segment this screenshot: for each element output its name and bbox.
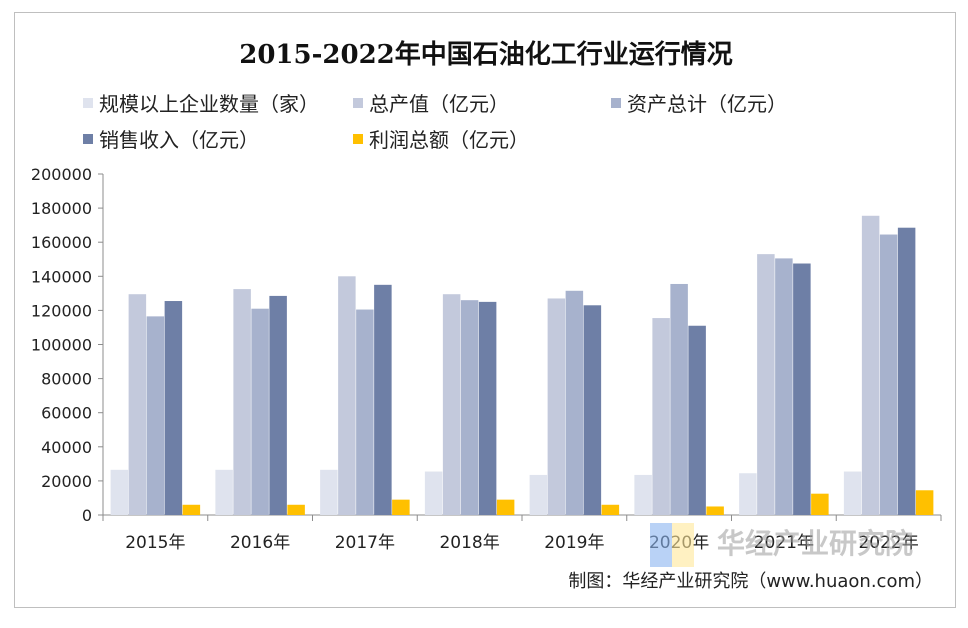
legend-label: 利润总额（亿元） bbox=[369, 128, 529, 152]
bar-4-2022年 bbox=[897, 227, 916, 515]
watermark-text: 华经产业研究院 bbox=[717, 527, 913, 560]
y-tick-label: 20000 bbox=[41, 472, 92, 491]
legend: 规模以上企业数量（家） 总产值（亿元） 资产总计（亿元） 销售收入（亿元） 利润总额（亿… bbox=[83, 92, 787, 152]
bar-1-2022年 bbox=[843, 471, 862, 515]
bar-3-2019年 bbox=[565, 290, 584, 515]
y-tick-label: 80000 bbox=[41, 370, 92, 389]
x-tick-label: 2016年 bbox=[230, 533, 290, 553]
bar-2-2015年 bbox=[128, 294, 147, 515]
bar-1-2016年 bbox=[215, 469, 233, 515]
legend-label: 资产总计（亿元） bbox=[627, 92, 787, 116]
x-tick-label: 2018年 bbox=[439, 533, 499, 553]
bar-2-2022年 bbox=[861, 215, 880, 515]
bar-1-2021年 bbox=[739, 473, 757, 515]
y-tick-label: 120000 bbox=[31, 301, 92, 320]
bar-5-2018年 bbox=[496, 499, 515, 515]
legend-label: 销售收入（亿元） bbox=[99, 128, 259, 152]
legend-swatch bbox=[83, 134, 93, 144]
watermark-logo-yellow bbox=[672, 523, 694, 567]
bar-2-2017年 bbox=[338, 276, 356, 515]
chart-title: 2015-2022年中国石油化工行业运行情况 bbox=[239, 39, 733, 70]
credit-text: 制图：华经产业研究院（www.huaon.com） bbox=[568, 571, 933, 592]
bar-5-2021年 bbox=[811, 493, 829, 515]
watermark-logo-blue bbox=[650, 523, 672, 567]
y-tick-label: 140000 bbox=[31, 267, 92, 286]
y-tick-label: 40000 bbox=[41, 438, 92, 457]
bar-5-2016年 bbox=[287, 504, 305, 515]
bar-5-2019年 bbox=[601, 504, 620, 515]
y-tick-label: 0 bbox=[82, 506, 92, 525]
bar-3-2022年 bbox=[879, 234, 898, 515]
x-tick-label: 2015年 bbox=[125, 533, 185, 553]
bar-2-2018年 bbox=[442, 294, 461, 515]
chart-frame: 2015-2022年中国石油化工行业运行情况 规模以上企业数量（家） 总产值（亿元… bbox=[14, 12, 956, 608]
bar-3-2018年 bbox=[460, 300, 479, 515]
bar-5-2022年 bbox=[915, 490, 934, 515]
legend-swatch bbox=[353, 134, 363, 144]
y-tick-label: 180000 bbox=[31, 199, 92, 218]
bar-4-2017年 bbox=[374, 284, 392, 515]
bar-1-2017年 bbox=[320, 469, 338, 515]
bar-4-2021年 bbox=[793, 263, 811, 515]
bar-5-2015年 bbox=[182, 504, 201, 515]
bar-3-2020年 bbox=[670, 283, 688, 515]
bars bbox=[110, 215, 934, 515]
bar-3-2021年 bbox=[775, 258, 793, 515]
x-tick-label: 2021年 bbox=[754, 533, 814, 553]
bar-3-2016年 bbox=[251, 308, 269, 515]
bar-4-2018年 bbox=[478, 301, 497, 515]
y-axis: 0 20000 40000 60000 80000 100000 120000 140000 1… bbox=[31, 165, 104, 525]
x-tick-label: 2017年 bbox=[335, 533, 395, 553]
x-tick-label: 2022年 bbox=[858, 533, 918, 553]
bar-4-2016年 bbox=[269, 295, 287, 515]
bar-5-2017年 bbox=[392, 499, 410, 515]
bar-2-2020年 bbox=[652, 318, 670, 515]
y-tick-label: 100000 bbox=[31, 336, 92, 355]
legend-label: 总产值（亿元） bbox=[369, 92, 509, 116]
legend-swatch bbox=[83, 98, 93, 108]
bar-1-2019年 bbox=[529, 474, 548, 515]
bar-2-2016年 bbox=[233, 289, 251, 515]
bar-1-2018年 bbox=[424, 471, 443, 515]
y-tick-label: 200000 bbox=[31, 165, 92, 184]
legend-swatch bbox=[353, 98, 363, 108]
bar-3-2017年 bbox=[356, 309, 374, 515]
bar-2-2019年 bbox=[547, 298, 566, 515]
y-tick-label: 160000 bbox=[31, 233, 92, 252]
x-tick-label: 2019年 bbox=[544, 533, 604, 553]
bar-1-2020年 bbox=[634, 474, 652, 515]
legend-label: 规模以上企业数量（家） bbox=[99, 92, 319, 116]
bar-4-2015年 bbox=[164, 301, 183, 515]
bar-4-2020年 bbox=[688, 325, 706, 515]
bar-4-2019年 bbox=[583, 305, 602, 515]
bar-3-2015年 bbox=[146, 316, 165, 515]
bar-1-2015年 bbox=[110, 469, 129, 515]
chart-svg: 2015-2022年中国石油化工行业运行情况 规模以上企业数量（家） 总产值（亿元… bbox=[31, 39, 942, 592]
bar-5-2020年 bbox=[706, 506, 724, 515]
legend-swatch bbox=[611, 98, 621, 108]
y-tick-label: 60000 bbox=[41, 404, 92, 423]
watermark-logo bbox=[650, 523, 694, 567]
bar-2-2021年 bbox=[757, 254, 775, 515]
